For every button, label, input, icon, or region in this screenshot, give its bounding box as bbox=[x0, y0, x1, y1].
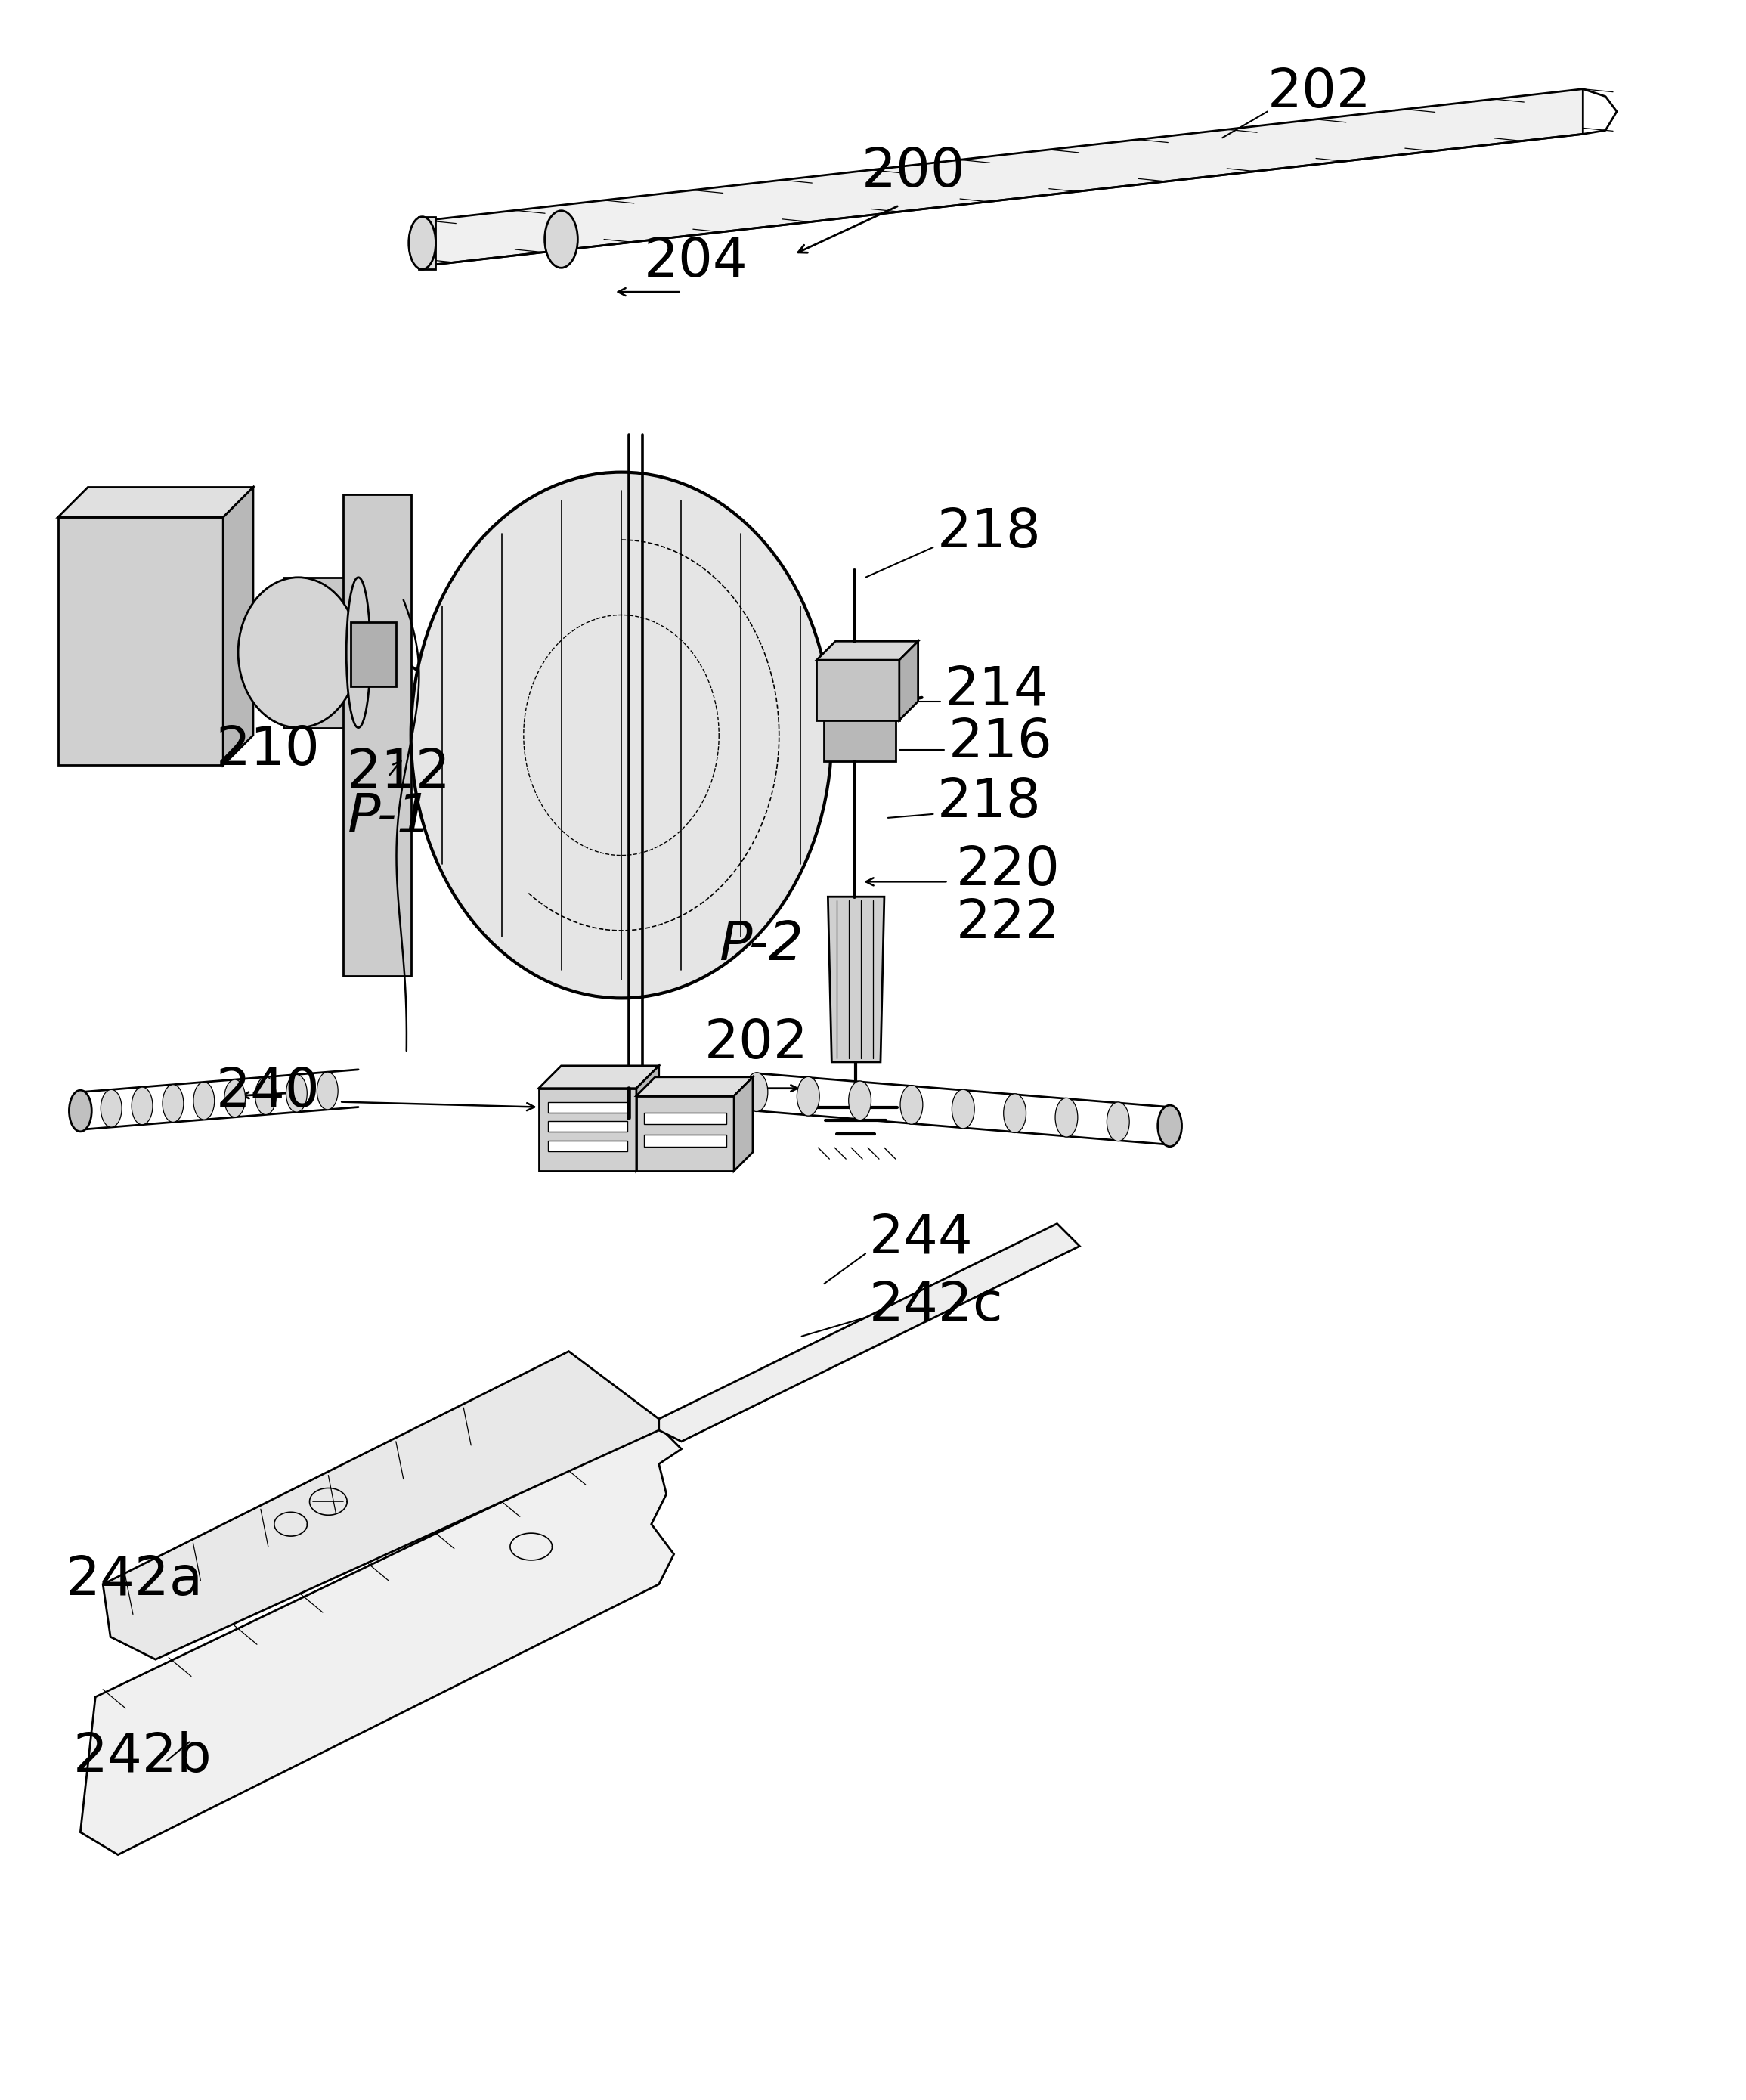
Text: 210: 210 bbox=[215, 724, 320, 777]
Polygon shape bbox=[899, 640, 918, 720]
Ellipse shape bbox=[849, 1082, 871, 1119]
Ellipse shape bbox=[162, 1084, 183, 1121]
Text: 200: 200 bbox=[863, 145, 966, 197]
Ellipse shape bbox=[901, 1086, 924, 1124]
Polygon shape bbox=[817, 640, 918, 659]
Polygon shape bbox=[644, 1134, 726, 1147]
Polygon shape bbox=[548, 1102, 627, 1113]
Polygon shape bbox=[817, 659, 899, 720]
Text: P-2: P-2 bbox=[719, 920, 803, 972]
Text: 218: 218 bbox=[938, 777, 1041, 830]
Text: 218: 218 bbox=[938, 506, 1041, 559]
Ellipse shape bbox=[1158, 1105, 1182, 1147]
Ellipse shape bbox=[237, 578, 358, 729]
Ellipse shape bbox=[409, 216, 436, 269]
Text: 220: 220 bbox=[955, 844, 1060, 897]
Polygon shape bbox=[419, 216, 436, 269]
Text: 202: 202 bbox=[704, 1016, 808, 1069]
Ellipse shape bbox=[1107, 1102, 1130, 1140]
Ellipse shape bbox=[410, 473, 831, 998]
Text: P-1: P-1 bbox=[347, 792, 431, 844]
Ellipse shape bbox=[952, 1090, 974, 1128]
Text: 242b: 242b bbox=[73, 1730, 211, 1783]
Ellipse shape bbox=[70, 1090, 91, 1132]
Ellipse shape bbox=[1004, 1094, 1027, 1132]
Polygon shape bbox=[540, 1067, 658, 1088]
Ellipse shape bbox=[286, 1075, 307, 1113]
Polygon shape bbox=[80, 1426, 681, 1854]
Text: 244: 244 bbox=[870, 1212, 973, 1264]
Ellipse shape bbox=[223, 1079, 246, 1117]
Polygon shape bbox=[636, 1077, 753, 1096]
Polygon shape bbox=[733, 1077, 753, 1172]
Text: 202: 202 bbox=[1268, 67, 1372, 120]
Polygon shape bbox=[824, 720, 896, 762]
Polygon shape bbox=[540, 1088, 636, 1172]
Polygon shape bbox=[426, 88, 1584, 265]
Ellipse shape bbox=[545, 210, 578, 269]
Polygon shape bbox=[548, 1140, 627, 1151]
Ellipse shape bbox=[101, 1090, 122, 1128]
Polygon shape bbox=[548, 1121, 627, 1132]
Polygon shape bbox=[636, 1096, 733, 1172]
Text: 204: 204 bbox=[644, 235, 747, 288]
Polygon shape bbox=[103, 1350, 658, 1659]
Polygon shape bbox=[344, 496, 410, 976]
Ellipse shape bbox=[194, 1082, 215, 1119]
Ellipse shape bbox=[346, 578, 370, 729]
Ellipse shape bbox=[318, 1071, 339, 1109]
Polygon shape bbox=[636, 1067, 658, 1172]
Polygon shape bbox=[658, 1224, 1079, 1441]
Polygon shape bbox=[58, 487, 253, 517]
Text: 212: 212 bbox=[347, 748, 450, 798]
Ellipse shape bbox=[70, 1092, 91, 1130]
Ellipse shape bbox=[131, 1088, 152, 1126]
Polygon shape bbox=[351, 622, 396, 687]
Polygon shape bbox=[828, 897, 883, 1063]
Ellipse shape bbox=[1055, 1098, 1077, 1136]
Text: 242c: 242c bbox=[870, 1281, 1004, 1331]
Text: 240: 240 bbox=[215, 1067, 320, 1117]
Text: 214: 214 bbox=[945, 664, 1049, 716]
Text: 216: 216 bbox=[948, 716, 1053, 769]
Ellipse shape bbox=[746, 1073, 768, 1111]
Polygon shape bbox=[223, 487, 253, 764]
Polygon shape bbox=[58, 517, 223, 764]
Ellipse shape bbox=[796, 1077, 819, 1115]
Polygon shape bbox=[644, 1113, 726, 1124]
Text: 242a: 242a bbox=[65, 1554, 203, 1606]
Text: 222: 222 bbox=[955, 897, 1060, 949]
Polygon shape bbox=[283, 578, 358, 729]
Ellipse shape bbox=[255, 1077, 276, 1115]
